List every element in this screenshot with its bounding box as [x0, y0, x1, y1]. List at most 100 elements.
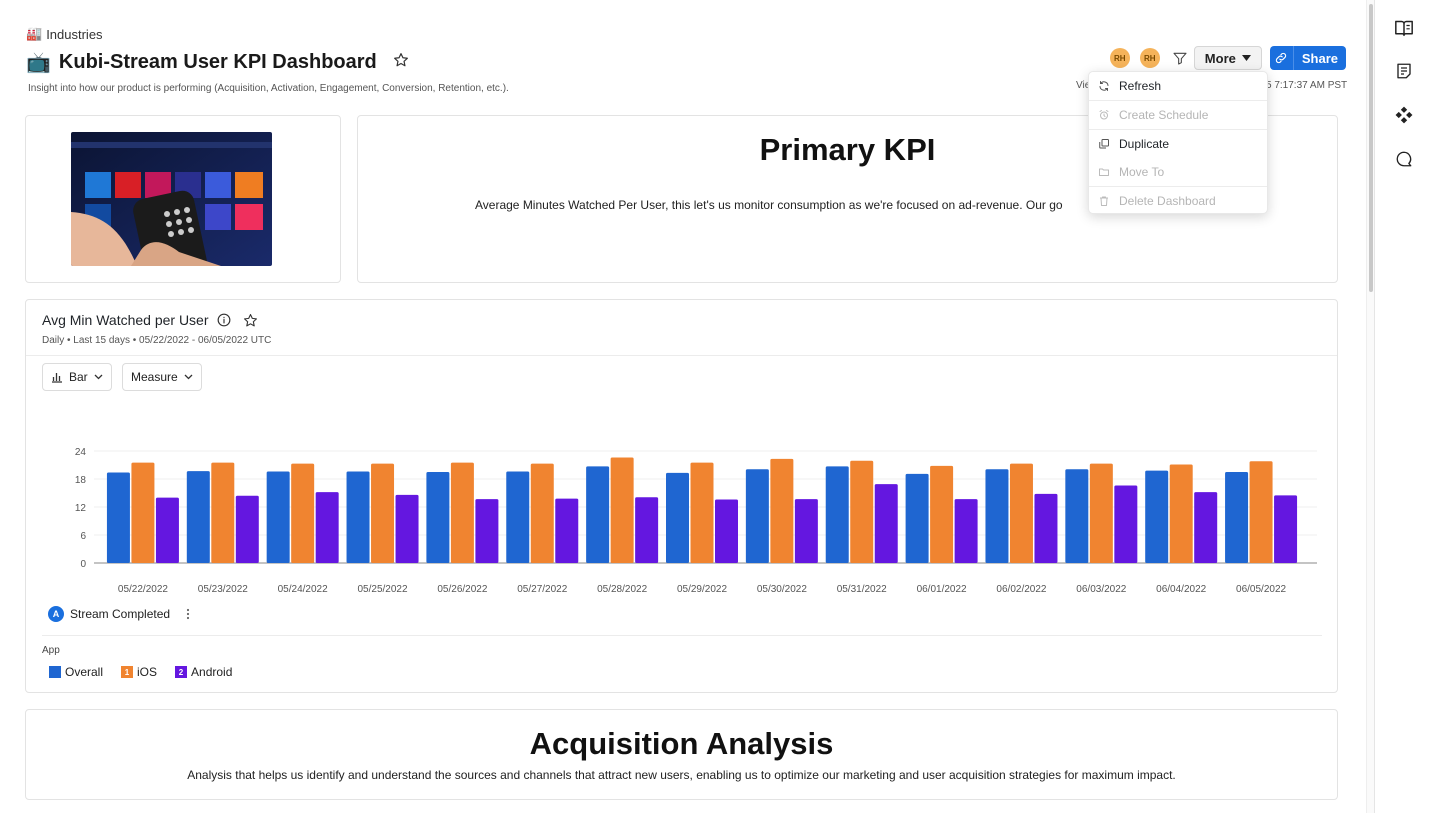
- menu-item-refresh[interactable]: Refresh: [1089, 72, 1267, 100]
- bar: [235, 495, 259, 563]
- divider: [1089, 129, 1267, 130]
- copy-link-button[interactable]: [1269, 46, 1294, 70]
- legend-item-ios[interactable]: 1 iOS: [121, 665, 157, 679]
- divider: [26, 355, 1337, 356]
- metric-label[interactable]: Stream Completed: [70, 607, 171, 621]
- bar: [1145, 470, 1169, 563]
- chart-card: Avg Min Watched per User Daily • Last 15…: [25, 299, 1338, 693]
- notes-icon[interactable]: [1391, 58, 1417, 84]
- y-tick-label: 24: [75, 447, 87, 458]
- chart-title-row: Avg Min Watched per User: [42, 312, 258, 328]
- bar: [371, 463, 395, 563]
- legend-label: Android: [191, 665, 233, 679]
- dashboard-page: 🏭 Industries 📺 Kubi-Stream User KPI Dash…: [25, 26, 1348, 800]
- breadcrumb[interactable]: 🏭 Industries: [26, 26, 103, 42]
- legend-item-overall[interactable]: Overall: [49, 665, 103, 679]
- comment-icon[interactable]: [1391, 146, 1417, 172]
- bar: [555, 498, 579, 563]
- bar: [1114, 485, 1138, 563]
- bar: [905, 473, 929, 563]
- filter-icon[interactable]: [1172, 50, 1188, 66]
- folder-icon: [1099, 168, 1109, 176]
- bar: [211, 462, 235, 563]
- metric-row: A Stream Completed: [48, 606, 190, 622]
- info-icon[interactable]: [217, 313, 231, 327]
- x-tick-label: 06/05/2022: [1236, 584, 1286, 595]
- measure-label: Measure: [131, 370, 178, 384]
- y-tick-label: 18: [75, 475, 87, 486]
- bar: [635, 497, 659, 563]
- page-title[interactable]: Kubi-Stream User KPI Dashboard: [58, 51, 377, 73]
- menu-item-label: Refresh: [1119, 79, 1162, 93]
- trash-icon: [1100, 196, 1108, 206]
- avatar[interactable]: RH: [1139, 48, 1160, 68]
- bar: [395, 494, 419, 563]
- bar: [1169, 464, 1193, 563]
- x-tick-label: 05/28/2022: [597, 584, 647, 595]
- dashboard-description: Insight into how our product is performi…: [28, 83, 509, 94]
- bar: [506, 471, 530, 563]
- scrollbar-track[interactable]: [1366, 0, 1374, 813]
- breadcrumb-label[interactable]: Industries: [46, 26, 103, 42]
- x-tick-label: 05/26/2022: [437, 584, 487, 595]
- menu-item-move-to[interactable]: Move To: [1089, 158, 1267, 186]
- metric-badge: A: [48, 606, 64, 622]
- acquisition-description: Analysis that helps us identify and unde…: [187, 768, 1176, 782]
- bar-chart-icon: [52, 373, 62, 383]
- bar: [1194, 492, 1218, 563]
- bar: [530, 463, 554, 563]
- chevron-down-icon: [184, 374, 193, 380]
- apps-icon[interactable]: [1391, 102, 1417, 128]
- tv-remote-image: [71, 132, 272, 266]
- bar: [426, 472, 450, 563]
- bar: [346, 471, 370, 563]
- refresh-icon: [1099, 81, 1109, 91]
- scrollbar-thumb[interactable]: [1369, 4, 1373, 292]
- bar: [690, 462, 714, 563]
- acquisition-card: Acquisition Analysis Analysis that helps…: [25, 709, 1338, 800]
- bar: [186, 471, 210, 563]
- bar: [850, 460, 874, 563]
- measure-dropdown[interactable]: Measure: [122, 363, 202, 391]
- bar: [1009, 463, 1033, 563]
- bar: [715, 499, 738, 563]
- menu-item-label: Create Schedule: [1119, 108, 1209, 122]
- bar: [1225, 472, 1249, 563]
- bar: [1249, 461, 1273, 563]
- avatar[interactable]: RH: [1109, 48, 1130, 68]
- bar: [475, 499, 499, 563]
- chart-legend: Overall 1 iOS 2 Android: [49, 665, 232, 679]
- chart-type-label: Bar: [69, 370, 88, 384]
- share-button[interactable]: Share: [1293, 46, 1346, 70]
- divider: [1089, 100, 1267, 101]
- bar: [985, 469, 1009, 563]
- duplicate-icon: [1099, 139, 1109, 149]
- favorite-star-icon[interactable]: [243, 313, 258, 328]
- chart-type-dropdown[interactable]: Bar: [42, 363, 112, 391]
- x-tick-label: 06/03/2022: [1076, 584, 1126, 595]
- menu-item-delete-dashboard[interactable]: Delete Dashboard: [1089, 187, 1267, 215]
- menu-item-label: Duplicate: [1119, 137, 1170, 151]
- book-icon[interactable]: [1391, 15, 1417, 41]
- y-tick-label: 0: [80, 559, 86, 570]
- chart-title[interactable]: Avg Min Watched per User: [42, 312, 209, 328]
- menu-item-label: Delete Dashboard: [1119, 194, 1216, 208]
- kebab-menu-icon[interactable]: [186, 608, 190, 620]
- legend-swatch: [49, 666, 61, 678]
- alarm-clock-icon: [1099, 110, 1109, 120]
- menu-item-duplicate[interactable]: Duplicate: [1089, 130, 1267, 158]
- legend-swatch: 1: [121, 666, 134, 678]
- more-button-label: More: [1204, 50, 1236, 66]
- x-tick-label: 05/22/2022: [118, 584, 168, 595]
- more-menu: Refresh Create Schedule Duplicate Move T…: [1088, 71, 1268, 214]
- divider: [1089, 186, 1267, 187]
- acquisition-title: Acquisition Analysis: [529, 726, 834, 761]
- menu-item-create-schedule[interactable]: Create Schedule: [1089, 101, 1267, 129]
- more-button[interactable]: More: [1193, 46, 1262, 70]
- x-tick-label: 05/29/2022: [677, 584, 727, 595]
- last-updated-text: 5 7:17:37 AM PST: [1266, 80, 1348, 91]
- link-icon: [1276, 52, 1287, 64]
- legend-item-android[interactable]: 2 Android: [175, 665, 232, 679]
- bar: [874, 484, 898, 563]
- favorite-star-icon[interactable]: [393, 52, 409, 73]
